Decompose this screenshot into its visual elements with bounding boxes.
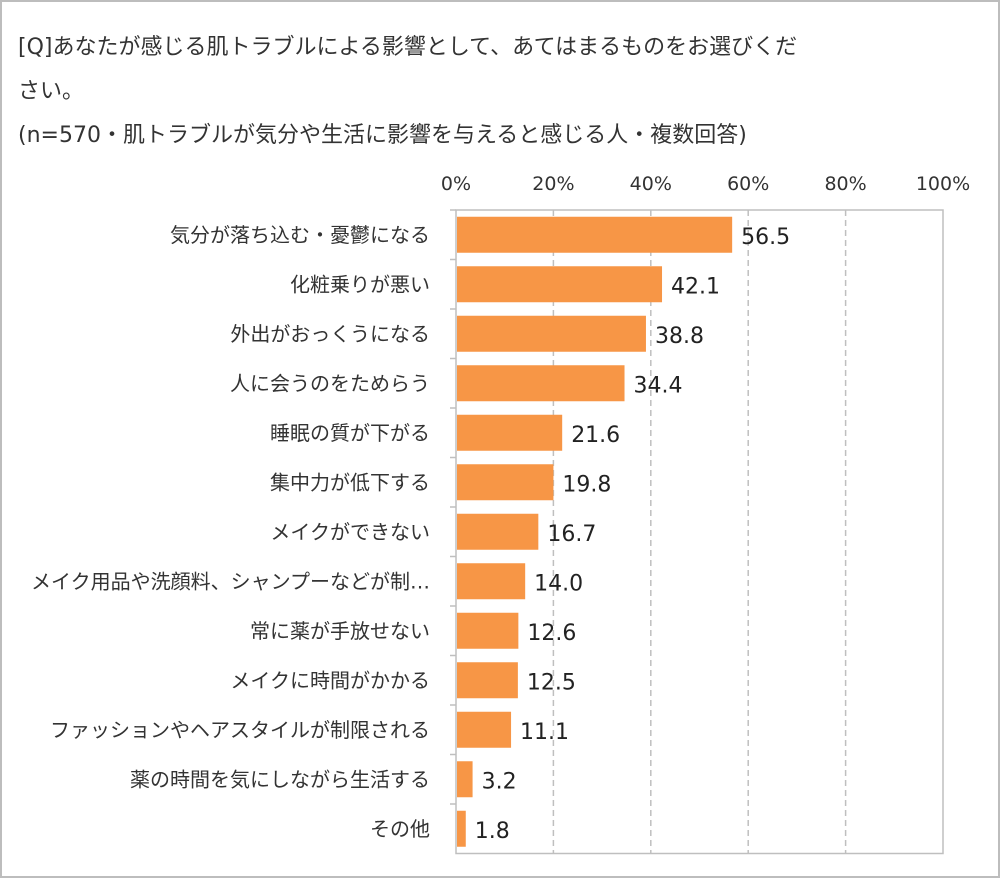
bar [457,513,539,550]
question-text: [Q]あなたが感じる肌トラブルによる影響として、あてはまるものをお選びください。 [18,35,798,104]
x-tick-label: 20% [532,173,574,195]
x-tick-label: 60% [727,173,769,195]
bar [457,810,466,847]
category-label: 外出がおっくうになる [230,322,430,346]
data-label: 11.1 [520,720,569,745]
bar [457,563,526,600]
plot-area [455,209,944,855]
category-label: 気分が落ち込む・憂鬱になる [170,223,430,247]
data-label: 16.7 [547,522,596,547]
category-label: 人に会うのをためらう [230,371,430,395]
data-label: 56.5 [741,225,790,250]
category-label: その他 [370,817,430,841]
bar [457,266,663,303]
category-label: 睡眠の質が下がる [270,421,430,445]
data-label: 38.8 [655,324,704,349]
bar [457,761,473,798]
category-label: 化粧乗りが悪い [290,272,430,296]
data-label: 14.0 [534,571,583,596]
category-label: 薬の時間を気にしながら生活する [130,767,430,791]
data-label: 3.2 [482,769,517,794]
category-label: 集中力が低下する [270,470,430,494]
bar [457,216,733,253]
data-label: 12.5 [527,670,576,695]
x-tick-label: 100% [916,173,970,195]
x-tick-label: 40% [630,173,672,195]
category-label: 常に薬が手放せない [250,619,430,643]
data-label: 12.6 [527,621,576,646]
bar [457,711,512,748]
chart-title: [Q]あなたが感じる肌トラブルによる影響として、あてはまるものをお選びください。… [18,26,818,158]
bar [457,414,563,451]
bar [457,315,646,352]
bar [457,662,518,699]
data-label: 34.4 [634,373,683,398]
bar [457,365,625,402]
category-label: メイクに時間がかかる [230,668,430,692]
x-tick-label: 0% [441,173,471,195]
data-label: 42.1 [671,274,720,299]
x-tick-label: 80% [824,173,866,195]
category-label: メイク用品や洗顔料、シャンプーなどが制… [31,569,430,593]
category-label: ファッションやヘアスタイルが制限される [50,718,430,742]
category-label: メイクができない [270,520,430,544]
bar [457,464,554,501]
data-label: 1.8 [475,819,510,844]
bar [457,612,519,649]
data-label: 19.8 [562,472,611,497]
sample-note: (n=570・肌トラブルが気分や生活に影響を与えると感じる人・複数回答) [18,123,747,148]
data-label: 21.6 [571,423,620,448]
